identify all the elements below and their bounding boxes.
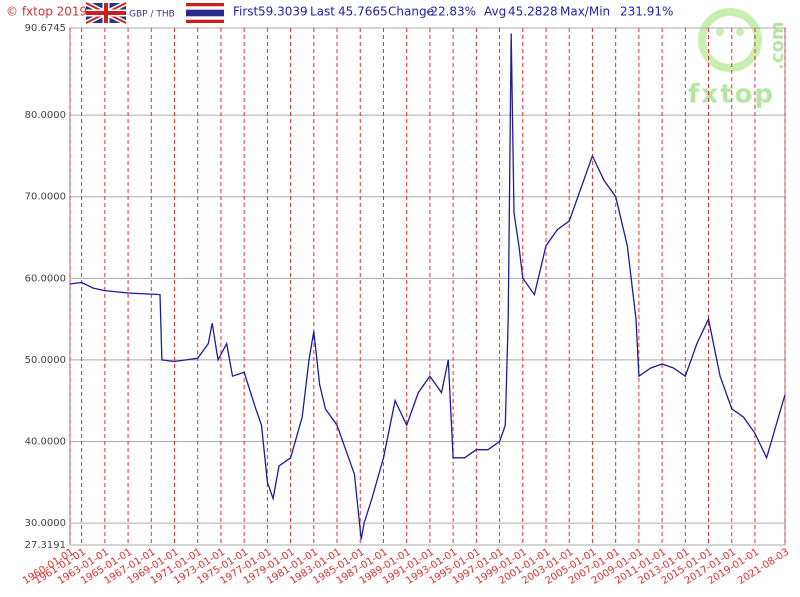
stat-label: Avg bbox=[484, 5, 506, 19]
stat-label: Max/Min bbox=[560, 5, 610, 19]
y-tick-label: 70.0000 bbox=[25, 192, 66, 203]
logo: fxtop .com bbox=[688, 8, 788, 110]
currency-pair: GBP / THB bbox=[129, 10, 175, 20]
stats: First 59.3039 Last 45.7665 Change-22.83% Avg 4… bbox=[233, 5, 673, 19]
thai-flag bbox=[186, 3, 224, 23]
logo-text: fxtop bbox=[688, 80, 775, 110]
logo-eye bbox=[716, 28, 724, 36]
y-tick-label: 80.0000 bbox=[25, 110, 66, 121]
stat-value: 231.91% bbox=[620, 5, 673, 19]
uk-flag bbox=[84, 0, 128, 26]
logo-suffix: .com bbox=[767, 21, 788, 70]
stat-value: -22.83% bbox=[426, 5, 476, 19]
price-line bbox=[69, 33, 786, 540]
y-tick-label: 30.0000 bbox=[25, 518, 66, 529]
y-tick-label: 50.0000 bbox=[25, 355, 66, 366]
stat-value: 59.3039 bbox=[258, 5, 308, 19]
logo-circle bbox=[698, 8, 762, 72]
y-tick-label: 27.3191 bbox=[25, 540, 66, 551]
y-tick-label: 90.6745 bbox=[25, 23, 66, 34]
y-tick-label: 60.0000 bbox=[25, 273, 66, 284]
stat-value: 45.2828 bbox=[508, 5, 558, 19]
stat-label: Last bbox=[310, 5, 335, 19]
y-tick-label: 40.0000 bbox=[25, 437, 66, 448]
copyright: © fxtop 2019 bbox=[6, 5, 87, 19]
stat-label: Change bbox=[388, 5, 434, 19]
logo-eye bbox=[736, 28, 744, 36]
stat-label: First bbox=[233, 5, 259, 19]
stat-value: 45.7665 bbox=[338, 5, 388, 19]
